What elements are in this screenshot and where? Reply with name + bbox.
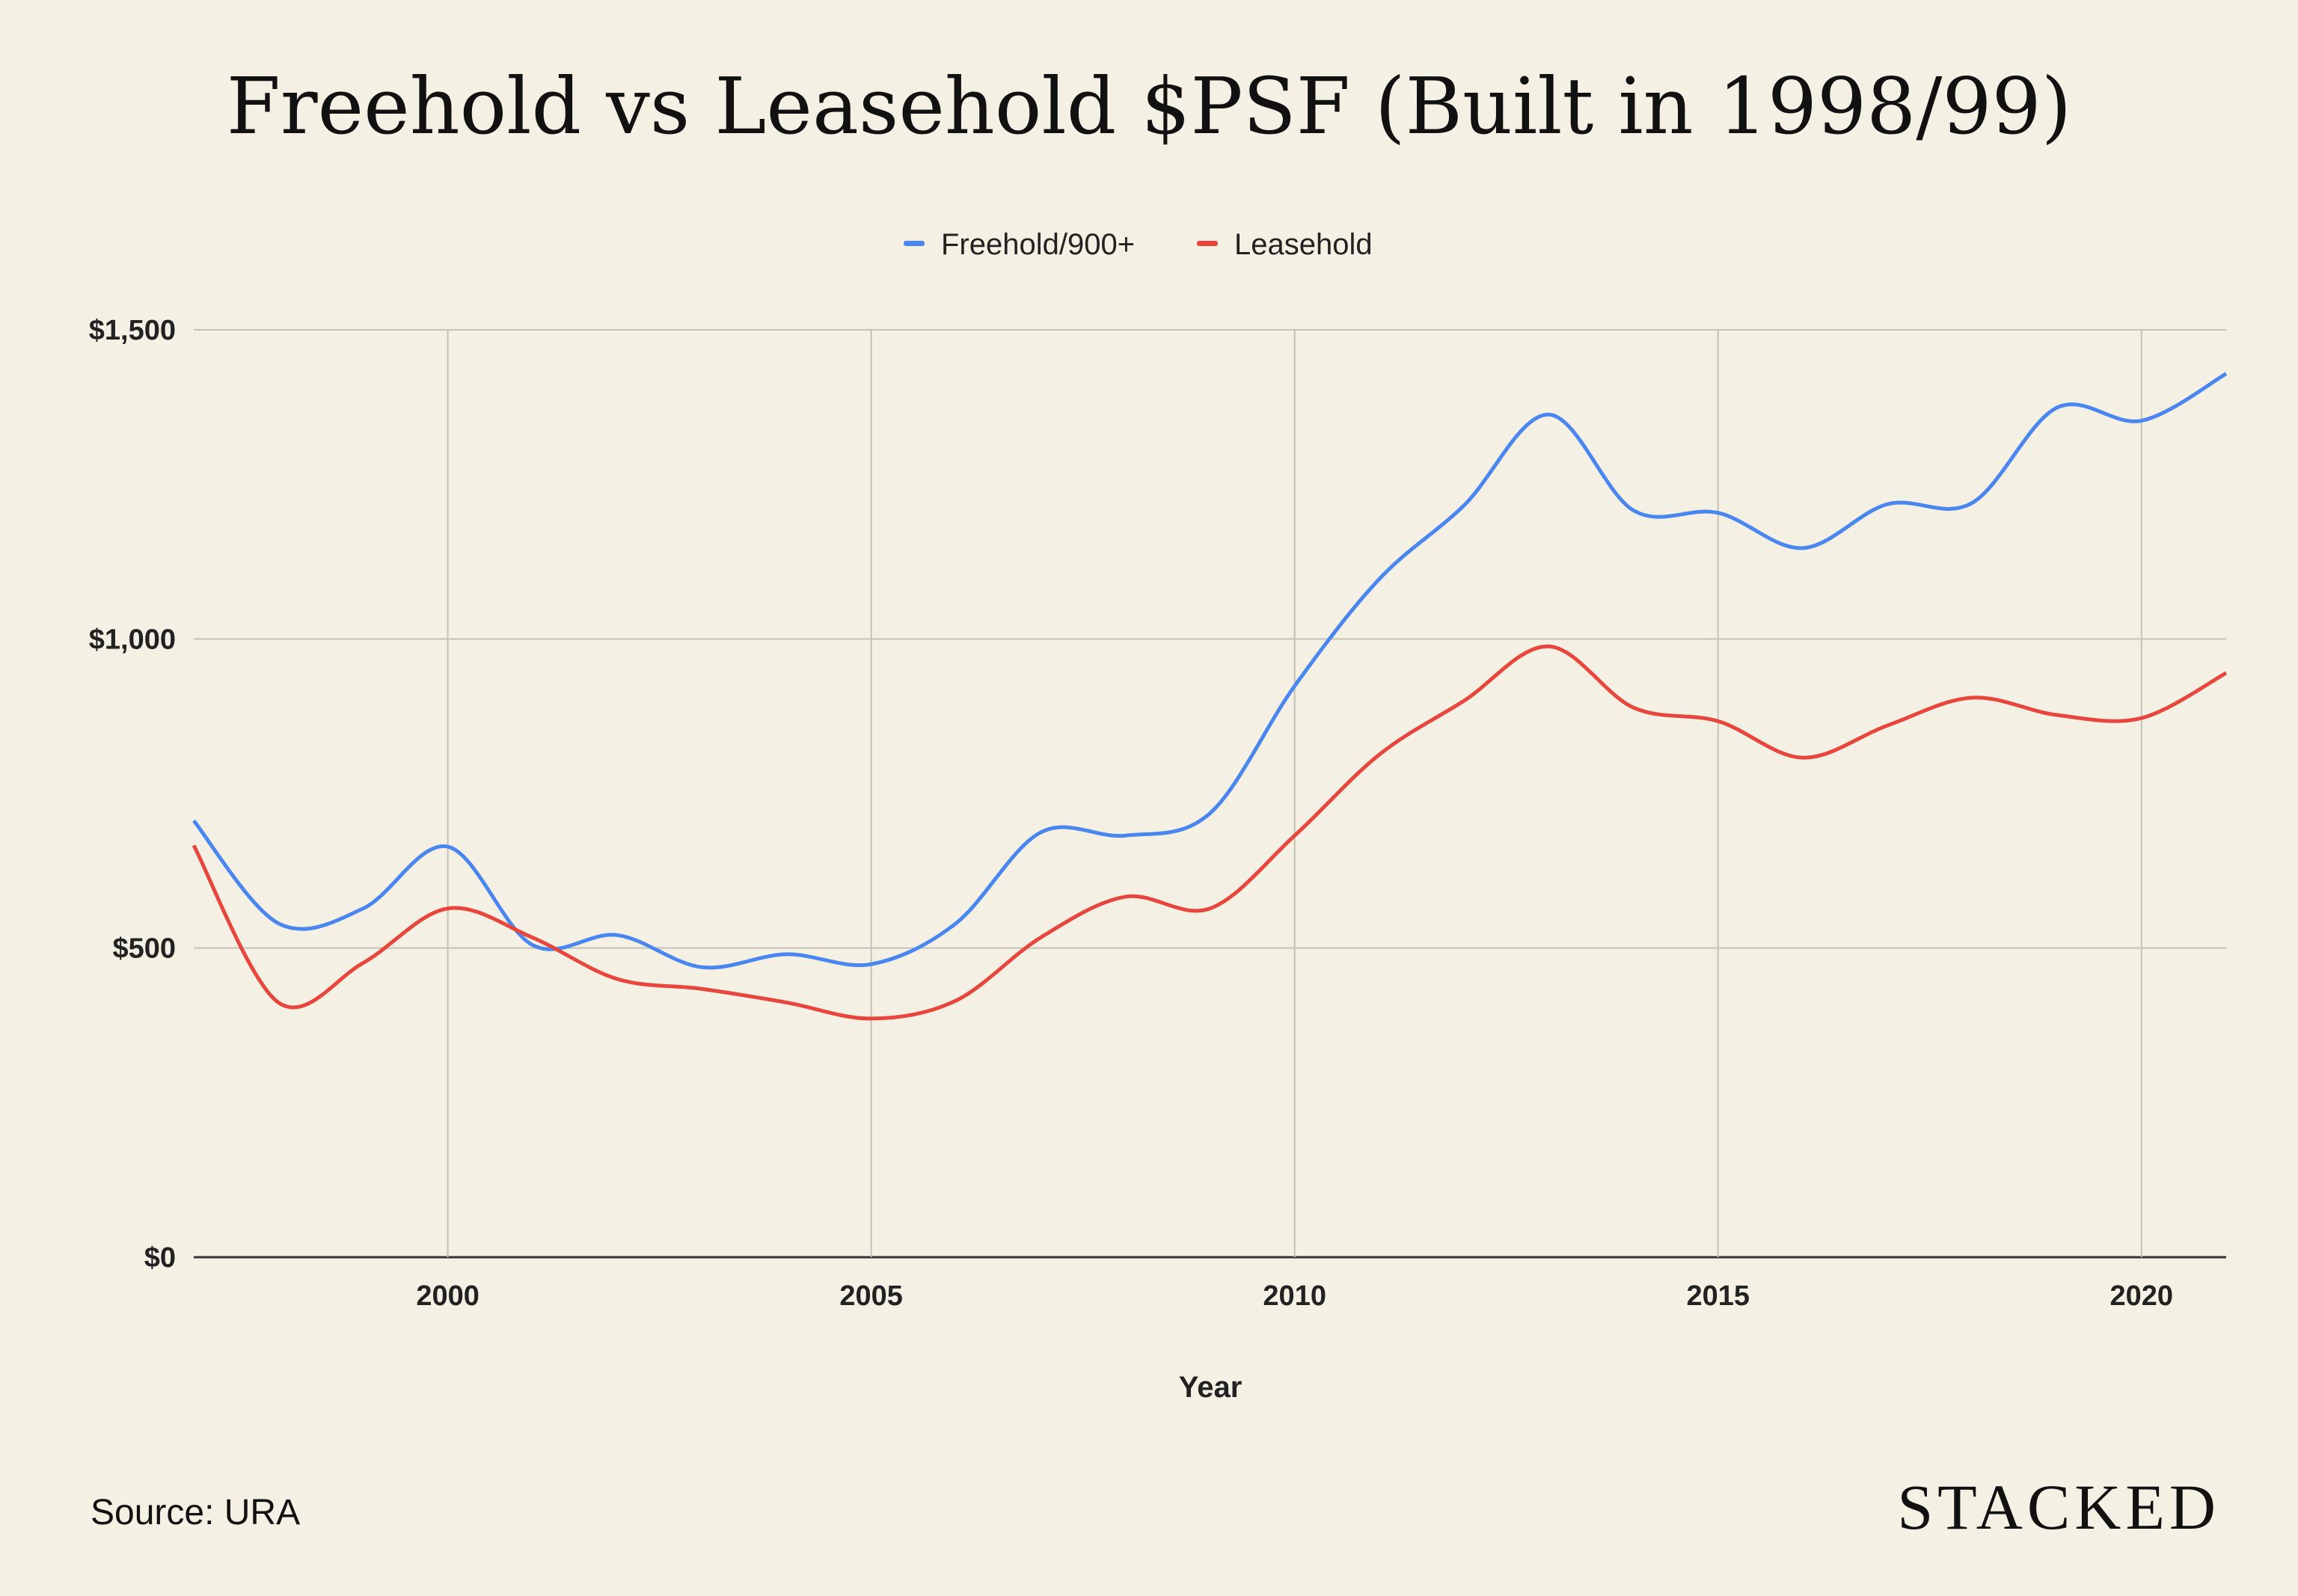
series-lines [192,372,2228,1021]
y-tick-label: $500 [112,933,176,965]
x-tick-label: 2005 [839,1280,903,1312]
series-line-leasehold [192,644,2228,1021]
legend-label: Freehold/900+ [941,228,1135,261]
x-tick-label: 2010 [1263,1280,1326,1312]
tick-labels: $0 $500 $1,000 $1,500 2000 2005 2010 2015 2020 [89,315,2173,1312]
legend: Freehold/900+ Leasehold [904,228,1373,261]
chart-title: Freehold vs Leasehold $PSF (Built in 199… [227,61,2072,152]
x-tick-label: 2000 [416,1280,479,1312]
brand-logo: STACKED [1897,1471,2220,1543]
grid [194,329,2226,1259]
source-note: Source: URA [91,1493,300,1532]
y-tick-label: $0 [144,1242,176,1274]
x-tick-label: 2020 [2110,1280,2174,1312]
y-tick-label: $1,500 [89,315,176,346]
legend-swatch [904,241,925,246]
legend-swatch [1197,241,1218,246]
x-tick-label: 2015 [1686,1280,1750,1312]
x-axis-title: Year [1179,1371,1243,1404]
y-tick-label: $1,000 [89,624,176,655]
series-line-freehold-900- [192,372,2228,970]
legend-label: Leasehold [1234,228,1373,261]
